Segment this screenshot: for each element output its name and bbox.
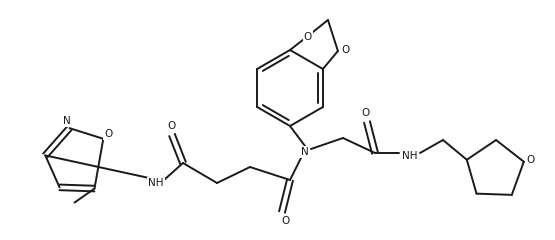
Text: O: O — [527, 155, 535, 165]
Text: O: O — [167, 121, 175, 131]
Text: N: N — [301, 147, 309, 157]
Text: O: O — [281, 216, 289, 226]
Text: NH: NH — [402, 151, 418, 161]
Text: N: N — [63, 116, 70, 126]
Text: O: O — [104, 129, 113, 139]
Text: NH: NH — [148, 178, 164, 188]
Text: O: O — [342, 45, 350, 55]
Text: O: O — [304, 32, 312, 42]
Text: O: O — [361, 108, 369, 118]
